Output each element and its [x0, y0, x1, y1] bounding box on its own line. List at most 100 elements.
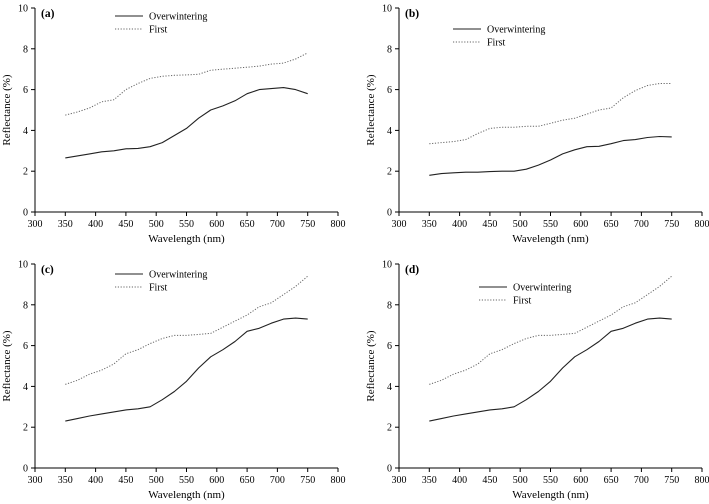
y-tick-label: 0 — [387, 464, 392, 475]
legend-label: First — [149, 25, 168, 36]
x-tick-label: 600 — [573, 475, 588, 486]
panel-label: (b) — [405, 8, 419, 20]
legend: Overwintering First — [115, 270, 207, 294]
y-tick-label: 2 — [387, 167, 392, 178]
y-axis-label: Reflectance (%) — [1, 330, 13, 401]
x-tick-label: 500 — [149, 219, 164, 230]
y-tick-label: 4 — [387, 126, 392, 137]
legend-label: Overwintering — [149, 270, 207, 281]
panel-label: (a) — [41, 8, 55, 20]
x-tick-label: 650 — [604, 475, 619, 486]
series-overwintering-line — [429, 135, 672, 176]
x-tick-label: 400 — [88, 475, 103, 486]
legend-label: Overwintering — [149, 12, 207, 23]
panel-label: (c) — [41, 264, 54, 276]
x-tick-label: 300 — [392, 219, 407, 230]
y-tick-label: 8 — [23, 44, 28, 55]
x-tick-label: 700 — [270, 219, 285, 230]
x-tick-label: 350 — [58, 219, 73, 230]
panel-a: 300 350 400 450 500 550 600 650 700 750 800 0 2 4 6 8 10… — [1, 4, 346, 246]
y-tick-label: 10 — [18, 4, 28, 15]
x-tick-label: 600 — [209, 219, 224, 230]
legend-label: Overwintering — [513, 283, 571, 294]
x-tick-label: 350 — [422, 219, 437, 230]
y-tick-label: 6 — [23, 85, 28, 96]
x-axis-label: Wavelength (nm) — [512, 489, 589, 501]
x-tick-label: 450 — [118, 219, 133, 230]
x-tick-label: 450 — [118, 475, 133, 486]
y-tick-label: 10 — [382, 4, 392, 15]
series-overwintering-line — [65, 317, 308, 422]
legend-label: First — [149, 283, 168, 294]
legend: Overwintering First — [453, 25, 545, 49]
y-tick-label: 6 — [387, 341, 392, 352]
x-tick-label: 450 — [482, 219, 497, 230]
y-tick-label: 0 — [23, 464, 28, 475]
x-tick-label: 450 — [482, 475, 497, 486]
series-first-line — [429, 83, 672, 145]
y-tick-label: 0 — [23, 208, 28, 219]
series-first-line — [65, 275, 309, 385]
y-tick-label: 0 — [387, 208, 392, 219]
series-first-line — [429, 275, 673, 385]
legend: Overwintering First — [479, 283, 571, 307]
panel-b: 300 350 400 450 500 550 600 650 700 750 800 0 2 4 6 8 10… — [365, 4, 709, 246]
y-axis-label: Reflectance (%) — [365, 330, 377, 401]
x-tick-label: 500 — [149, 475, 164, 486]
y-tick-label: 8 — [23, 300, 28, 311]
x-tick-label: 750 — [664, 219, 679, 230]
x-axis-label: Wavelength (nm) — [148, 489, 225, 501]
x-tick-label: 750 — [664, 475, 679, 486]
x-tick-label: 550 — [179, 475, 194, 486]
legend-label: First — [487, 38, 506, 49]
x-tick-label: 800 — [331, 475, 346, 486]
x-tick-label: 650 — [240, 219, 255, 230]
y-tick-label: 2 — [387, 423, 392, 434]
x-tick-label: 700 — [270, 475, 285, 486]
x-tick-label: 300 — [392, 475, 407, 486]
series-overwintering-line — [429, 317, 672, 422]
x-tick-label: 550 — [179, 219, 194, 230]
series-first-line — [65, 52, 308, 116]
x-tick-label: 400 — [88, 219, 103, 230]
x-tick-label: 800 — [695, 219, 709, 230]
x-tick-label: 500 — [513, 219, 528, 230]
legend-label: First — [513, 296, 532, 307]
x-tick-label: 300 — [28, 219, 43, 230]
x-tick-label: 550 — [543, 219, 558, 230]
legend: Overwintering First — [115, 12, 207, 36]
y-tick-label: 8 — [387, 44, 392, 55]
y-tick-label: 2 — [23, 423, 28, 434]
x-tick-label: 350 — [422, 475, 437, 486]
x-tick-label: 400 — [452, 219, 467, 230]
y-tick-label: 8 — [387, 300, 392, 311]
x-tick-label: 700 — [634, 475, 649, 486]
y-tick-label: 2 — [23, 167, 28, 178]
x-axis-label: Wavelength (nm) — [512, 233, 589, 245]
y-axis-label: Reflectance (%) — [1, 74, 13, 145]
x-tick-label: 400 — [452, 475, 467, 486]
x-tick-label: 350 — [58, 475, 73, 486]
y-tick-label: 6 — [23, 341, 28, 352]
x-tick-label: 750 — [300, 219, 315, 230]
y-tick-label: 6 — [387, 85, 392, 96]
x-tick-label: 650 — [604, 219, 619, 230]
x-tick-label: 650 — [240, 475, 255, 486]
x-tick-label: 550 — [543, 475, 558, 486]
x-axis-label: Wavelength (nm) — [148, 233, 225, 245]
y-axis-label: Reflectance (%) — [365, 74, 377, 145]
x-tick-label: 600 — [209, 475, 224, 486]
x-tick-label: 800 — [331, 219, 346, 230]
y-tick-label: 4 — [387, 382, 392, 393]
panel-label: (d) — [405, 264, 419, 276]
y-tick-label: 10 — [382, 260, 392, 271]
x-tick-label: 300 — [28, 475, 43, 486]
y-tick-label: 4 — [23, 126, 28, 137]
legend-label: Overwintering — [487, 25, 545, 36]
x-tick-label: 800 — [695, 475, 709, 486]
y-tick-label: 10 — [18, 260, 28, 271]
x-tick-label: 750 — [300, 475, 315, 486]
x-tick-label: 700 — [634, 219, 649, 230]
panel-c: 300 350 400 450 500 550 600 650 700 750 800 0 2 4 6 8 10… — [1, 260, 346, 502]
y-tick-label: 4 — [23, 382, 28, 393]
